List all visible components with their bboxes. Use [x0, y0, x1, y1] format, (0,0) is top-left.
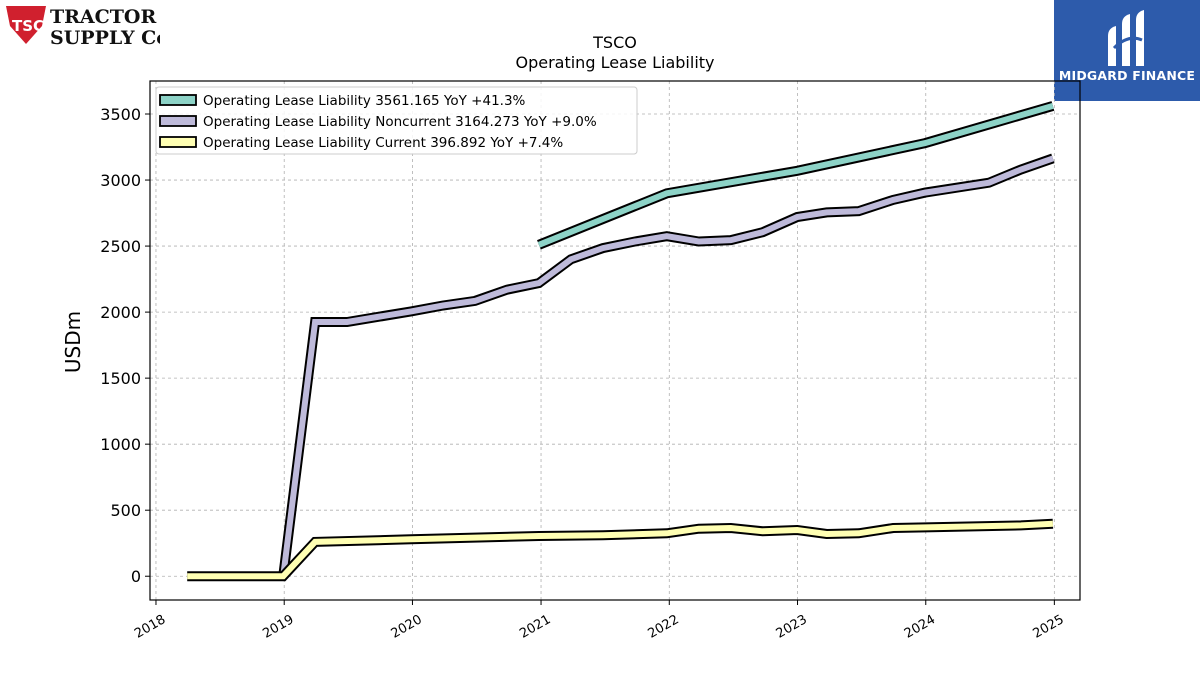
- legend-entry: Operating Lease Liability 3561.165 YoY +…: [203, 93, 526, 109]
- midgard-finance-text: MIDGARD FINANCE: [1058, 68, 1196, 83]
- y-tick-label: 3500: [100, 105, 141, 124]
- series-line-0: [537, 103, 1054, 248]
- x-tick-label: 2024: [902, 612, 938, 642]
- y-tick-label: 3000: [100, 171, 141, 190]
- legend-box: [155, 86, 638, 155]
- series-layer: [187, 101, 1055, 582]
- y-tick-label: 1500: [100, 369, 141, 388]
- series-outline-1: [278, 153, 1055, 577]
- x-tick-label: 2021: [517, 612, 553, 642]
- x-tick-label: 2019: [260, 612, 296, 642]
- y-tick-label: 2000: [100, 303, 141, 322]
- tsc-badge-text: TSC: [12, 17, 44, 35]
- x-tick-label: 2025: [1031, 612, 1067, 642]
- series-outline-2: [187, 518, 1054, 582]
- tsc-line2: SUPPLY Co: [50, 27, 160, 48]
- legend-swatch: [159, 136, 197, 148]
- legend-swatch: [159, 94, 197, 106]
- chart-subtitle: Operating Lease Liability: [515, 53, 714, 72]
- y-tick-label: 1000: [100, 435, 141, 454]
- legend-swatch: [159, 115, 197, 127]
- x-tick-label: 2022: [645, 612, 681, 642]
- x-axis-ticks: 2018 2019 2020 2021 2022 2023 2024 2025: [132, 600, 1067, 642]
- y-axis-label: USDm: [61, 311, 85, 373]
- y-tick-label: 0: [131, 567, 141, 586]
- midgard-emblem-icon: [1108, 10, 1144, 66]
- legend-entry: Operating Lease Liability Current 396.89…: [203, 135, 563, 151]
- legend-entry: Operating Lease Liability Noncurrent 316…: [203, 114, 597, 130]
- y-tick-label: 500: [110, 501, 141, 520]
- x-tick-label: 2018: [132, 612, 168, 642]
- x-tick-label: 2020: [389, 612, 425, 642]
- y-axis-ticks: 0 500 1000 1500 2000 2500 3000 3500: [100, 105, 150, 586]
- y-tick-label: 2500: [100, 237, 141, 256]
- series-line-2: [187, 520, 1054, 580]
- tsc-line1: TRACTOR: [50, 6, 156, 28]
- series-line-1: [280, 155, 1054, 577]
- x-tick-label: 2023: [774, 612, 810, 642]
- tractor-supply-logo: TSC TRACTOR SUPPLY Co: [6, 4, 169, 49]
- chart-title: TSCO: [592, 33, 637, 52]
- plot-frame: [149, 80, 1081, 601]
- midgard-finance-logo: MIDGARD FINANCE: [1054, 0, 1200, 101]
- tsc-shield-shape: [6, 6, 46, 44]
- legend: Operating Lease Liability 3561.165 YoY +…: [155, 86, 638, 155]
